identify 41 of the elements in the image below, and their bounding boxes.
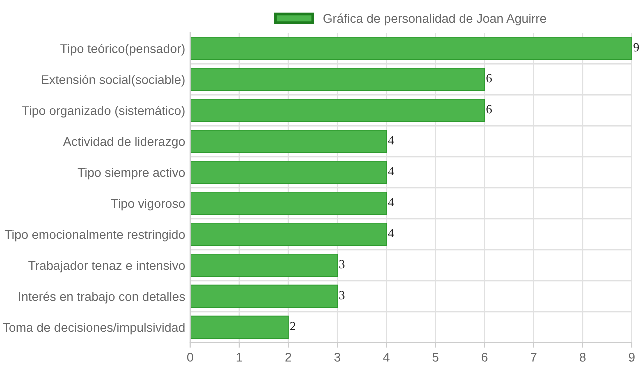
x-tick-label: 9 (629, 353, 635, 362)
data-label: 3 (340, 291, 345, 300)
bar (190, 37, 632, 60)
x-tick-label: 3 (334, 353, 341, 362)
bar (190, 254, 338, 278)
data-label: 9 (634, 43, 639, 52)
x-tick-label: 2 (286, 353, 292, 362)
bar (190, 192, 388, 216)
bar (190, 68, 486, 92)
data-label: 3 (340, 260, 345, 269)
bar (190, 99, 486, 122)
x-tick-label: 7 (531, 353, 537, 362)
data-label: 6 (486, 74, 492, 83)
y-tick-label: Tipo emocionalmente restringido (4, 230, 186, 242)
bar (190, 130, 388, 154)
x-tick-label: 8 (580, 353, 586, 362)
data-label: 2 (290, 322, 296, 330)
data-label: 6 (486, 105, 492, 114)
legend-label: Gráfica de personalidad de Joan Aguirre (324, 14, 546, 26)
y-tick-label: Extensión social(sociable) (42, 74, 185, 87)
data-label: 4 (388, 229, 394, 238)
y-tick-label: Trabajador tenaz e intensivo (28, 260, 186, 273)
bar (190, 160, 388, 184)
bar (190, 222, 388, 246)
data-label: 4 (388, 167, 394, 176)
data-label: 4 (388, 136, 394, 145)
x-tick-label: 5 (432, 353, 439, 362)
y-tick-label: Tipo vigoroso (111, 199, 186, 211)
y-tick-label: Tipo organizado (sistemático) (22, 106, 185, 118)
y-tick-label: Toma de decisiones/impulsividad (3, 322, 185, 335)
y-tick-label: Interés en trabajo con detalles (19, 292, 186, 304)
y-tick-label: Tipo siempre activo (78, 168, 186, 180)
x-tick-label: 1 (236, 353, 242, 362)
data-label: 4 (388, 198, 394, 207)
bar (190, 284, 338, 308)
x-tick-label: 0 (187, 353, 194, 362)
bar (190, 316, 289, 340)
x-tick-label: 6 (482, 353, 488, 362)
y-tick-label: Tipo teórico(pensador) (60, 44, 185, 56)
y-tick-label: Actividad de liderazgo (63, 137, 186, 149)
x-tick-label: 4 (383, 353, 390, 362)
